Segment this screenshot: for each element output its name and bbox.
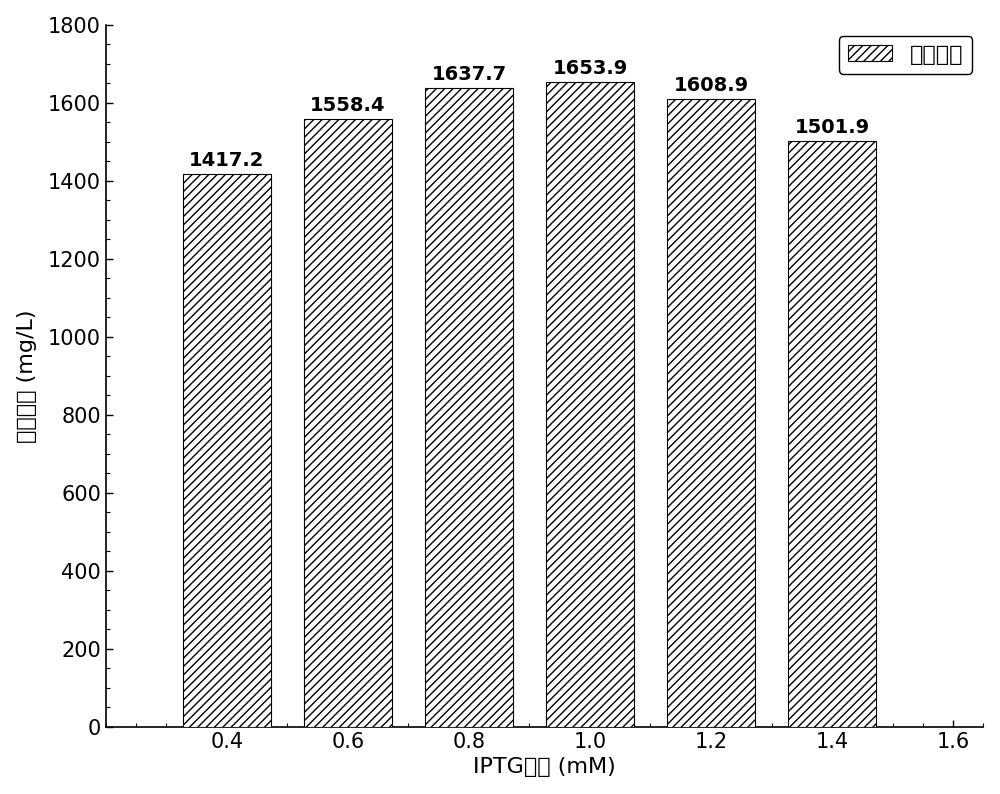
Y-axis label: 覆盆子酮 (mg/L): 覆盆子酮 (mg/L) bbox=[17, 309, 37, 442]
Bar bbox=[667, 99, 755, 727]
Legend: 覆盆子酮: 覆盆子酮 bbox=[839, 36, 972, 74]
Text: 1417.2: 1417.2 bbox=[189, 151, 264, 170]
Bar bbox=[788, 141, 876, 727]
Bar bbox=[183, 174, 271, 727]
Bar bbox=[546, 82, 634, 727]
X-axis label: IPTG浓度 (mM): IPTG浓度 (mM) bbox=[473, 757, 616, 777]
Text: 1653.9: 1653.9 bbox=[552, 59, 628, 78]
Text: 1608.9: 1608.9 bbox=[673, 76, 749, 95]
Text: 1558.4: 1558.4 bbox=[310, 96, 386, 115]
Text: 1637.7: 1637.7 bbox=[431, 65, 506, 84]
Text: 1501.9: 1501.9 bbox=[794, 118, 870, 137]
Bar bbox=[425, 88, 513, 727]
Bar bbox=[304, 119, 392, 727]
